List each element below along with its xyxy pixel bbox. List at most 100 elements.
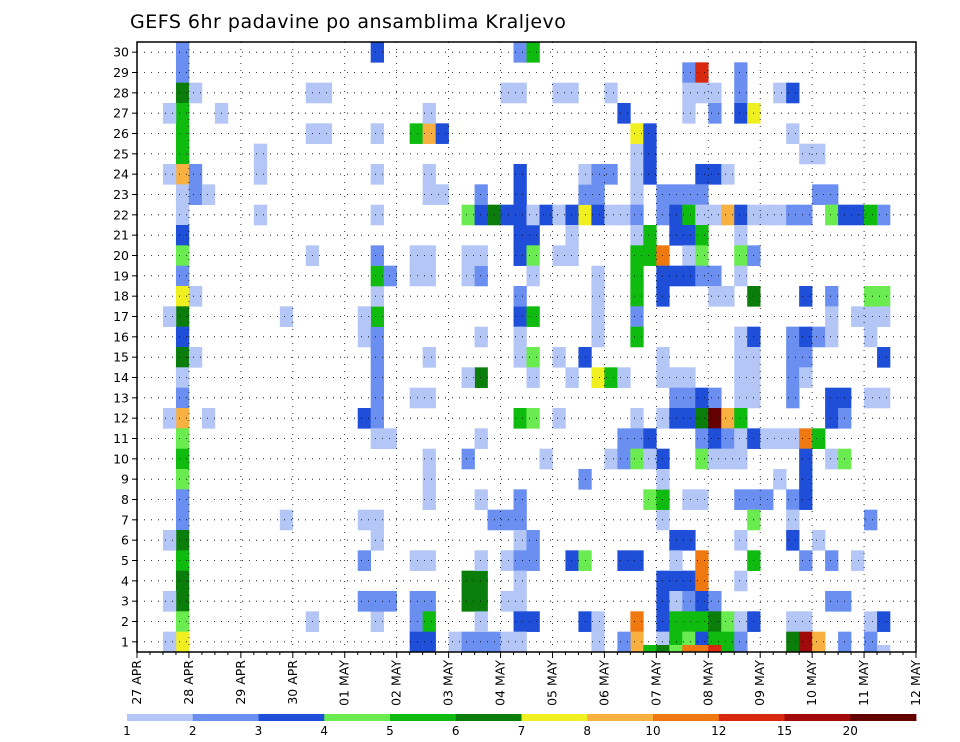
- heatmap-cell: [643, 448, 657, 470]
- heatmap-cell: [565, 225, 579, 246]
- y-tick-label: 14: [113, 370, 129, 385]
- heatmap-cell: [760, 489, 774, 510]
- y-tick-label: 6: [121, 533, 129, 548]
- heatmap-cell: [513, 509, 527, 531]
- heatmap-cell: [617, 103, 631, 124]
- heatmap-cell: [370, 509, 384, 531]
- heatmap-cell: [786, 631, 800, 653]
- colorbar-label: 10: [645, 724, 660, 738]
- y-tick-label: 23: [113, 187, 129, 202]
- heatmap-cell: [799, 631, 813, 653]
- heatmap-cell: [812, 428, 826, 449]
- heatmap-cell: [734, 82, 748, 104]
- heatmap-cell: [669, 225, 683, 246]
- heatmap-cell: [175, 62, 190, 83]
- heatmap-cell: [422, 164, 436, 185]
- heatmap-cell: [383, 428, 397, 449]
- heatmap-cell: [552, 347, 566, 368]
- heatmap-cell: [708, 611, 722, 632]
- heatmap-cell: [799, 143, 813, 165]
- heatmap-cell: [799, 326, 813, 348]
- heatmap-cell: [474, 326, 488, 348]
- heatmap-cell: [370, 164, 384, 185]
- heatmap-cell: [877, 645, 891, 653]
- heatmap-cell: [500, 631, 514, 653]
- heatmap-cell: [669, 204, 683, 226]
- chart-title: GEFS 6hr padavine po ansamblima Kraljevo: [130, 11, 566, 33]
- heatmap-cell: [175, 286, 190, 307]
- heatmap-cell: [357, 326, 371, 348]
- heatmap-cell: [513, 570, 527, 592]
- y-tick-label: 7: [121, 512, 129, 527]
- heatmap-cell: [188, 286, 203, 307]
- heatmap-cell: [721, 204, 735, 226]
- heatmap-cell: [513, 347, 527, 368]
- heatmap-cell: [539, 204, 553, 226]
- heatmap-cell: [721, 428, 735, 449]
- heatmap-cell: [695, 448, 709, 470]
- heatmap-cell: [695, 408, 709, 429]
- heatmap-cell: [474, 550, 488, 571]
- heatmap-cell: [422, 631, 436, 653]
- heatmap-cell: [526, 265, 540, 287]
- x-tick-label: 29 APR: [233, 660, 248, 705]
- heatmap-cell: [552, 245, 566, 266]
- heatmap-cell: [162, 591, 177, 612]
- heatmap-cell: [474, 611, 488, 632]
- heatmap-cell: [370, 530, 384, 551]
- heatmap-cell: [162, 306, 177, 327]
- heatmap-cell: [630, 326, 644, 348]
- heatmap-cell: [526, 611, 540, 632]
- heatmap-cell: [513, 631, 527, 653]
- y-tick-label: 26: [113, 126, 129, 141]
- heatmap-cell: [474, 245, 488, 266]
- heatmap-cell: [825, 550, 839, 571]
- heatmap-cell: [617, 367, 631, 388]
- heatmap-cell: [786, 347, 800, 368]
- heatmap-cell: [695, 62, 709, 83]
- heatmap-cell: [877, 306, 891, 327]
- heatmap-cell: [695, 611, 709, 632]
- heatmap-cell: [682, 489, 696, 510]
- heatmap-cell: [786, 326, 800, 348]
- heatmap-cell: [526, 204, 540, 226]
- heatmap-cell: [175, 631, 190, 653]
- colorbar-label: 20: [843, 724, 858, 738]
- heatmap-cell: [799, 469, 813, 490]
- heatmap-cell: [370, 591, 384, 612]
- x-tick-label: 28 APR: [181, 660, 196, 705]
- heatmap-cell: [669, 611, 683, 632]
- x-tick-label: 11 MAY: [856, 660, 871, 706]
- colorbar-swatch: [192, 714, 259, 721]
- heatmap-cell: [539, 448, 553, 470]
- heatmap-cell: [318, 123, 333, 144]
- heatmap-cell: [695, 645, 709, 653]
- heatmap-cell: [409, 123, 423, 144]
- heatmap-cell: [825, 591, 839, 612]
- heatmap-cell: [526, 530, 540, 551]
- heatmap-cell: [630, 306, 644, 327]
- heatmap-cell: [201, 184, 216, 205]
- heatmap-cell: [682, 645, 696, 653]
- y-tick-label: 1: [121, 634, 129, 649]
- y-tick-label: 21: [113, 228, 129, 243]
- heatmap-cell: [162, 408, 177, 429]
- heatmap-cell: [708, 82, 722, 104]
- heatmap-cell: [461, 245, 475, 266]
- heatmap-cell: [630, 408, 644, 429]
- heatmap-cell: [864, 326, 878, 348]
- heatmap-cell: [630, 448, 644, 470]
- heatmap-cell: [461, 631, 475, 653]
- heatmap-cell: [357, 550, 371, 571]
- heatmap-cell: [409, 611, 423, 632]
- heatmap-cell: [526, 225, 540, 246]
- heatmap-cell: [422, 184, 436, 205]
- heatmap-cell: [422, 489, 436, 510]
- heatmap-cell: [253, 204, 268, 226]
- heatmap-cell: [474, 367, 488, 388]
- heatmap-cell: [877, 286, 891, 307]
- heatmap-cell: [773, 428, 787, 449]
- heatmap-cell: [188, 347, 203, 368]
- heatmap-cell: [513, 408, 527, 429]
